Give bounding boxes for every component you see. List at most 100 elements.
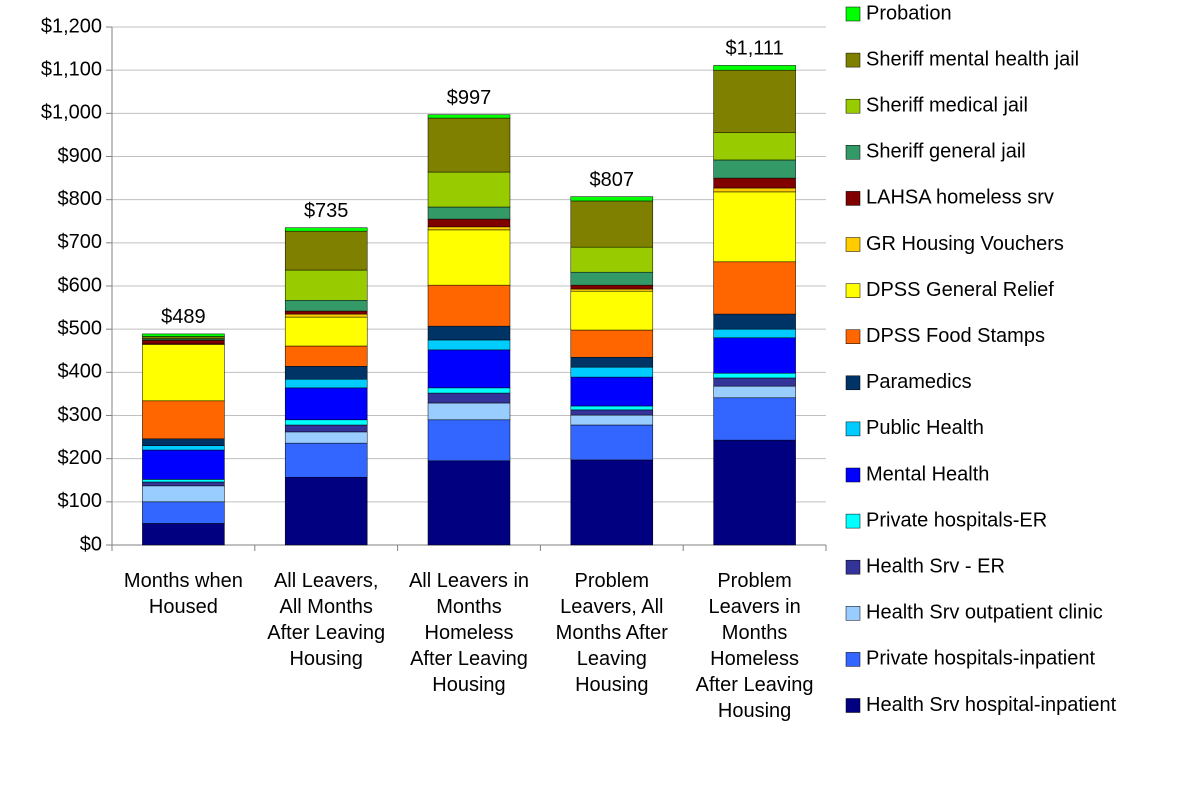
x-tick-label: All Leavers, All Months After Leaving Ho…: [267, 570, 386, 670]
legend-swatch: [845, 559, 861, 575]
legend-swatch: [845, 145, 861, 160]
bar-segment: [570, 196, 654, 202]
bar-segment: [713, 439, 796, 546]
y-tick-label: $900: [58, 145, 103, 167]
bar-segment: [284, 476, 368, 546]
legend-swatch: [845, 98, 861, 114]
bar-segment: [142, 445, 225, 451]
bar-segment: [427, 402, 511, 421]
bar-segment: [284, 230, 368, 271]
bar-segment: [142, 333, 225, 337]
bar-segment: [284, 366, 368, 380]
bar-segment: [284, 316, 368, 347]
bar-segment: [284, 431, 368, 444]
y-tick-label: $400: [58, 361, 103, 383]
bar-segment: [570, 414, 654, 426]
y-tick-label: $500: [58, 317, 103, 339]
bar-segment: [570, 356, 654, 368]
bar-segment: [284, 299, 368, 312]
bar-segment: [713, 187, 796, 193]
bar-segment: [427, 226, 511, 231]
bar-segment: [142, 344, 225, 402]
bar-segment: [713, 328, 796, 339]
bar-segment: [284, 313, 368, 318]
bar-segment: [713, 132, 796, 161]
bar-segment: [570, 366, 654, 378]
bar-segment: [713, 385, 796, 399]
legend-swatch: [845, 467, 861, 483]
x-tick-label: All Leavers in Months Homeless After Lea…: [408, 570, 530, 696]
bar-segment: [570, 200, 654, 248]
bar-segment: [427, 392, 511, 404]
bar-segment: [713, 372, 796, 379]
bar-segment: [284, 424, 368, 433]
legend-swatch: [845, 237, 861, 252]
legend-label: Private hospitals-ER: [866, 509, 1047, 531]
bar-segment: [142, 438, 225, 446]
bar-segment: [713, 261, 796, 315]
bar-segment: [427, 349, 511, 389]
bar-segment: [284, 378, 368, 389]
legend-swatch: [845, 375, 861, 391]
legend-swatch: [845, 329, 861, 344]
legend-label: Health Srv - ER: [866, 555, 1005, 577]
y-tick-label: $700: [58, 231, 103, 253]
bar-segment: [570, 424, 654, 461]
legend-label: Sheriff general jail: [866, 141, 1026, 163]
y-tick-label: $200: [58, 447, 103, 469]
bar-segment: [142, 501, 225, 524]
total-label: $807: [590, 169, 635, 191]
legend-label: DPSS General Relief: [866, 279, 1054, 301]
legend-label: GR Housing Vouchers: [866, 233, 1064, 255]
bar-segment: [570, 288, 654, 292]
bar-segment: [713, 377, 796, 387]
legend-label: Sheriff mental health jail: [866, 48, 1079, 70]
y-tick-label: $100: [58, 490, 103, 512]
x-tick-label: Problem Leavers in Months Homeless After…: [695, 570, 814, 722]
bar-segment: [427, 117, 511, 173]
bar-segment: [284, 419, 368, 426]
bar-segment: [427, 387, 511, 394]
bar-segment: [142, 340, 225, 345]
bar-segment: [713, 397, 796, 441]
legend-swatch: [845, 283, 861, 298]
legend-label: Health Srv outpatient clinic: [866, 602, 1103, 624]
bar-segment: [427, 218, 511, 228]
legend-label: Public Health: [866, 417, 984, 439]
y-tick-label: $1,000: [41, 102, 102, 124]
legend-label: Private hospitals-inpatient: [866, 648, 1095, 670]
bar-segment: [570, 459, 654, 546]
bar-segment: [284, 442, 368, 478]
bar-segment: [570, 405, 654, 411]
bar-segment: [713, 65, 796, 71]
bar-segment: [427, 460, 511, 546]
bar-segment: [570, 290, 654, 331]
bar-segment: [713, 159, 796, 179]
bar-segment: [142, 449, 225, 480]
bar-segment: [570, 409, 654, 416]
bar-segment: [427, 419, 511, 462]
bar-segment: [142, 485, 225, 503]
bar-segment: [570, 271, 654, 286]
total-label: $489: [161, 306, 206, 328]
total-label: $735: [304, 200, 349, 222]
y-tick-label: $1,100: [41, 58, 102, 80]
bar-segment: [570, 376, 654, 407]
legend-label: Paramedics: [866, 371, 972, 393]
bar-segment: [713, 69, 796, 134]
bar-segment: [284, 387, 368, 421]
bar-segment: [713, 191, 796, 263]
y-tick-label: $300: [58, 404, 103, 426]
legend-label: Probation: [866, 2, 952, 24]
bar-segment: [427, 229, 511, 286]
legend-label: Mental Health: [866, 463, 989, 485]
y-tick-label: $0: [80, 533, 102, 555]
total-label: $997: [447, 87, 492, 109]
bar-segment: [427, 284, 511, 327]
legend-swatch: [845, 191, 861, 206]
bar-segment: [570, 246, 654, 273]
bar-segment: [284, 269, 368, 301]
x-tick-label: Problem Leavers, All Months After Leavin…: [555, 570, 668, 696]
